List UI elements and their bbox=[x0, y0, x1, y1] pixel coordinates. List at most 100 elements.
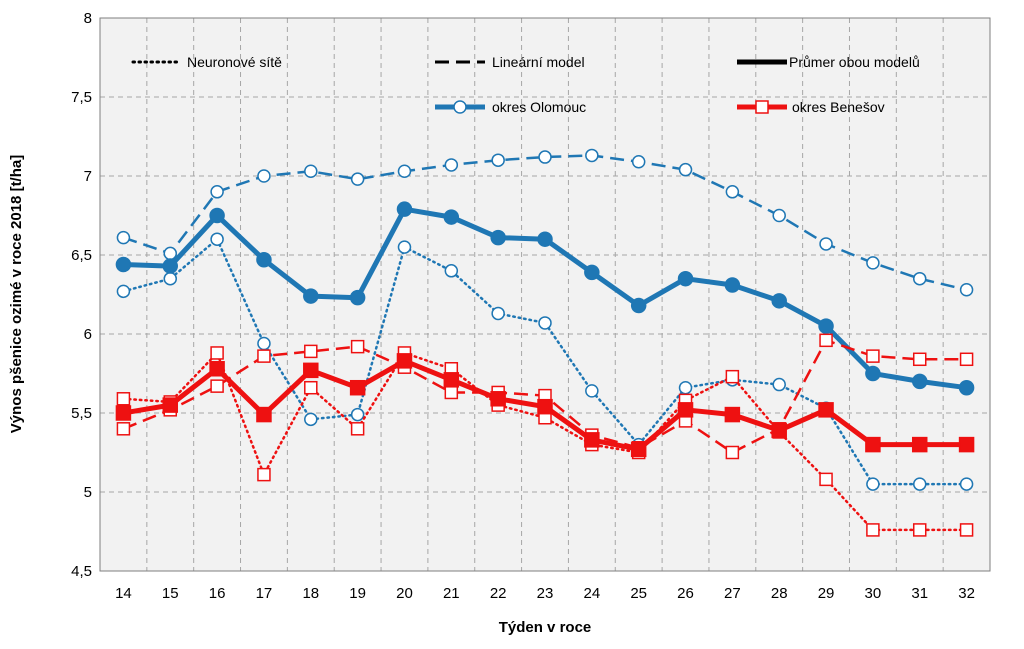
data-point bbox=[303, 288, 319, 304]
x-tick-label: 28 bbox=[771, 585, 788, 602]
data-point bbox=[116, 392, 131, 406]
x-tick-label: 29 bbox=[818, 585, 835, 602]
data-point bbox=[304, 164, 318, 179]
legend-item: Průmer obou modelů bbox=[737, 54, 920, 70]
legend-label: okres Olomouc bbox=[492, 99, 586, 115]
plot-frame bbox=[99, 17, 991, 572]
data-point bbox=[771, 293, 787, 309]
data-point bbox=[911, 373, 928, 390]
legend-item: okres Olomouc bbox=[435, 99, 586, 115]
data-point bbox=[818, 318, 834, 334]
data-point bbox=[866, 523, 880, 537]
data-point bbox=[538, 150, 552, 164]
data-point bbox=[116, 284, 131, 299]
data-point bbox=[490, 229, 506, 246]
x-tick-label: 18 bbox=[302, 585, 319, 602]
data-point bbox=[959, 477, 974, 491]
data-point bbox=[349, 379, 366, 396]
y-tick-label: 6,5 bbox=[71, 247, 92, 264]
series-olomouc-linear bbox=[116, 148, 974, 297]
data-point bbox=[771, 422, 787, 439]
data-point bbox=[911, 436, 928, 453]
data-point bbox=[350, 407, 365, 422]
data-point bbox=[116, 422, 131, 436]
data-point bbox=[443, 372, 460, 388]
data-point bbox=[209, 207, 225, 224]
data-point bbox=[115, 256, 132, 273]
series-layer bbox=[115, 148, 975, 537]
data-point bbox=[958, 379, 975, 396]
x-tick-label: 31 bbox=[911, 585, 928, 602]
data-point bbox=[725, 445, 740, 460]
data-point bbox=[725, 185, 740, 199]
data-point bbox=[490, 391, 506, 407]
x-tick-label: 16 bbox=[209, 585, 226, 602]
legend-item: okres Benešov bbox=[737, 99, 885, 115]
plot-area bbox=[99, 17, 991, 572]
data-point bbox=[677, 402, 694, 418]
data-point bbox=[724, 277, 741, 293]
data-point bbox=[210, 232, 224, 246]
data-point bbox=[444, 158, 459, 172]
data-point bbox=[678, 380, 693, 395]
legend-label: okres Benešov bbox=[792, 99, 885, 115]
y-tick-label: 4,5 bbox=[71, 563, 92, 580]
x-tick-label: 26 bbox=[677, 585, 694, 602]
data-point bbox=[115, 405, 132, 421]
data-point bbox=[912, 352, 927, 367]
data-point bbox=[865, 436, 881, 453]
series-olomouc-avg bbox=[115, 201, 975, 396]
legend: Neuronové sítě Lineární model Průmer obou … bbox=[131, 54, 920, 115]
data-point bbox=[444, 264, 459, 278]
x-tick-label: 15 bbox=[162, 585, 179, 602]
data-point bbox=[257, 169, 271, 183]
data-point bbox=[256, 251, 272, 268]
x-tick-label: 21 bbox=[443, 585, 460, 602]
data-point bbox=[772, 208, 786, 223]
legend-item: Neuronové sítě bbox=[131, 54, 282, 70]
data-point bbox=[537, 398, 553, 415]
data-point bbox=[958, 436, 975, 453]
data-point bbox=[209, 361, 225, 377]
data-point bbox=[818, 402, 834, 418]
x-tick-label: 25 bbox=[630, 585, 647, 602]
data-point bbox=[350, 339, 365, 354]
data-point bbox=[584, 264, 600, 281]
data-point bbox=[585, 148, 599, 163]
data-point bbox=[162, 258, 179, 274]
data-point bbox=[210, 379, 224, 393]
data-point bbox=[257, 467, 271, 482]
data-point bbox=[772, 377, 786, 392]
data-point bbox=[959, 352, 974, 367]
data-point bbox=[491, 306, 505, 321]
x-tick-label: 23 bbox=[537, 585, 554, 602]
data-point bbox=[397, 164, 412, 179]
data-point bbox=[304, 412, 318, 427]
data-point bbox=[912, 477, 927, 491]
data-point bbox=[865, 365, 881, 382]
data-point bbox=[256, 406, 272, 423]
y-axis-label: Výnos pšenice ozimé v roce 2018 [t/ha] bbox=[8, 155, 25, 433]
data-point bbox=[912, 523, 927, 537]
x-tick-label: 20 bbox=[396, 585, 413, 602]
data-point bbox=[163, 246, 178, 261]
x-axis-ticks: 14 15 16 17 18 19 20 21 22 23 24 25 26 27 28 29 30 31 32 bbox=[115, 585, 975, 602]
data-point bbox=[866, 349, 880, 363]
data-point bbox=[725, 369, 740, 384]
x-tick-label: 32 bbox=[958, 585, 975, 602]
legend-marker bbox=[453, 100, 467, 114]
data-point bbox=[162, 397, 179, 413]
x-tick-label: 30 bbox=[865, 585, 882, 602]
data-point bbox=[819, 333, 833, 348]
y-axis-ticks: 4,5 5 5,5 6 6,5 7 7,5 8 bbox=[71, 10, 92, 580]
x-tick-label: 17 bbox=[256, 585, 273, 602]
y-tick-label: 8 bbox=[84, 10, 92, 27]
data-point bbox=[397, 240, 412, 254]
data-point bbox=[210, 185, 224, 199]
y-tick-label: 7,5 bbox=[71, 89, 92, 106]
x-tick-label: 22 bbox=[490, 585, 507, 602]
data-point bbox=[350, 422, 365, 436]
data-point bbox=[443, 209, 460, 225]
